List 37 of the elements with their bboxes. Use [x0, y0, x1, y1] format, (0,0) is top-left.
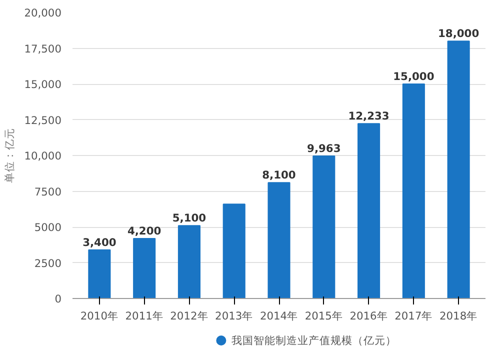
y-tick-label: 0 — [54, 292, 62, 306]
y-tick-label: 7500 — [34, 185, 62, 198]
text: 8,100 — [262, 168, 296, 182]
y-tick-label: 20,000 — [24, 6, 62, 20]
text: 18,000 — [438, 27, 480, 40]
text: 5,100 — [172, 212, 206, 225]
x-tick-label: 2017年 — [394, 310, 433, 322]
text: 12,233 — [348, 110, 390, 123]
y-tick-label: 12,500 — [24, 114, 62, 127]
x-tick-label: 2018年 — [440, 310, 478, 322]
bar — [358, 123, 380, 298]
y-tick-label: 10,000 — [24, 150, 62, 162]
text: 3,400 — [82, 236, 116, 249]
bar — [268, 182, 290, 298]
x-tick-label: 2014年 — [260, 310, 298, 322]
x-tick-label: 2012年 — [170, 310, 208, 322]
bar — [222, 204, 246, 298]
legend-label: 我国智能制造业产值规模（亿元） — [232, 334, 397, 347]
bar — [447, 40, 470, 298]
x-tick-label: 2011年 — [125, 310, 164, 322]
x-tick-label: 2015年 — [304, 310, 343, 322]
y-tick-label: 5000 — [34, 221, 62, 234]
bar — [88, 249, 111, 298]
text: 15,000 — [393, 70, 434, 83]
bar — [312, 156, 336, 298]
x-tick-label: 2016年 — [350, 310, 388, 322]
y-tick-label: 2500 — [34, 256, 62, 270]
bar — [402, 84, 425, 298]
y-tick-label: 17,500 — [24, 42, 62, 56]
y-tick-label: 15,000 — [24, 78, 62, 91]
x-tick-label: 2013年 — [215, 310, 254, 322]
bar — [178, 225, 200, 298]
y-axis-title: 单位：亿元 — [3, 128, 16, 183]
bar — [133, 238, 156, 298]
x-tick-label: 2010年 — [80, 310, 118, 322]
text: 4,200 — [127, 224, 162, 238]
text: 9,963 — [307, 142, 341, 156]
